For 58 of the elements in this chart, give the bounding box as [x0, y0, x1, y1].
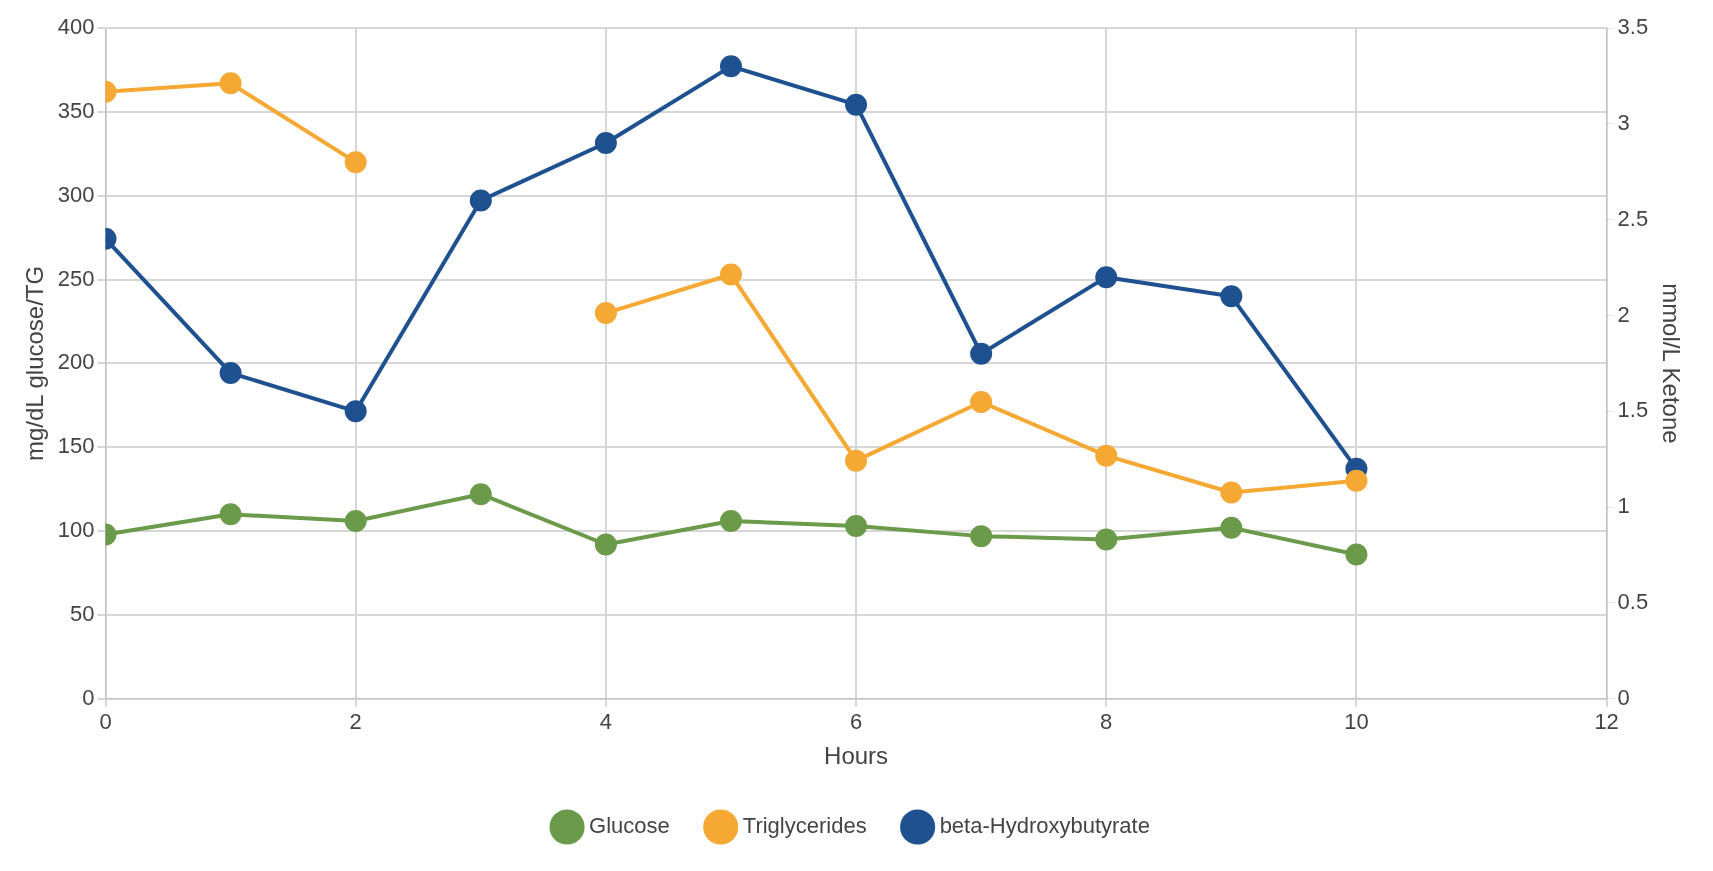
- point: [219, 503, 242, 526]
- y2-tick-label: 3.5: [1617, 14, 1649, 40]
- point: [469, 189, 492, 212]
- legend-label: Glucose: [589, 813, 670, 839]
- x-tick-label: 0: [99, 709, 112, 735]
- y2-tick-label: 2.5: [1617, 205, 1649, 231]
- point: [1220, 516, 1243, 539]
- y2-tick-label: 3: [1617, 109, 1630, 135]
- point: [594, 533, 617, 556]
- point: [719, 263, 742, 286]
- legend-label: beta-Hydroxybutyrate: [939, 813, 1150, 839]
- y-axis-title: mg/dL glucose/TG: [21, 265, 49, 461]
- point: [344, 151, 367, 174]
- x-tick-label: 4: [599, 709, 612, 735]
- point: [344, 400, 367, 423]
- point: [1095, 444, 1118, 467]
- point: [219, 72, 242, 95]
- x-tick-label: 2: [349, 709, 362, 735]
- point: [469, 483, 492, 506]
- point: [219, 361, 242, 384]
- point: [1095, 266, 1118, 289]
- y-tick-label: 200: [57, 349, 95, 375]
- point: [1345, 469, 1368, 492]
- point: [845, 449, 868, 472]
- x-tick-label: 12: [1594, 709, 1619, 735]
- y-tick-label: 400: [57, 14, 95, 40]
- x-tick-label: 10: [1344, 709, 1369, 735]
- y-tick-label: 250: [57, 265, 95, 291]
- y-tick-label: 350: [57, 97, 95, 123]
- y2-tick-label: 1: [1617, 493, 1630, 519]
- point: [594, 302, 617, 325]
- legend-label: Triglycerides: [742, 813, 867, 839]
- point: [719, 510, 742, 533]
- x-tick-label: 6: [849, 709, 863, 735]
- point: [1095, 528, 1118, 551]
- y2-tick-label: 0: [1617, 684, 1630, 710]
- y2-tick-label: 0.5: [1617, 589, 1649, 615]
- point: [594, 131, 617, 154]
- y2-axis-title: mmol/L Ketone: [1657, 283, 1685, 444]
- x-axis-title: Hours: [824, 742, 889, 770]
- point: [719, 55, 742, 78]
- y2-tick-label: 2: [1617, 301, 1630, 327]
- point: [1220, 285, 1243, 308]
- point: [1220, 481, 1243, 504]
- point: [344, 510, 367, 533]
- y-tick-label: 0: [82, 684, 95, 710]
- y2-tick-label: 1.5: [1617, 397, 1649, 423]
- y-tick-label: 300: [57, 181, 95, 207]
- y-tick-label: 150: [57, 433, 95, 459]
- y-tick-label: 50: [70, 601, 95, 627]
- x-tick-label: 8: [1100, 709, 1113, 735]
- point: [970, 390, 993, 413]
- y-tick-label: 100: [57, 517, 95, 543]
- point: [970, 342, 993, 365]
- point: [1345, 543, 1368, 566]
- point: [845, 515, 868, 538]
- point: [970, 525, 993, 548]
- point: [845, 93, 868, 116]
